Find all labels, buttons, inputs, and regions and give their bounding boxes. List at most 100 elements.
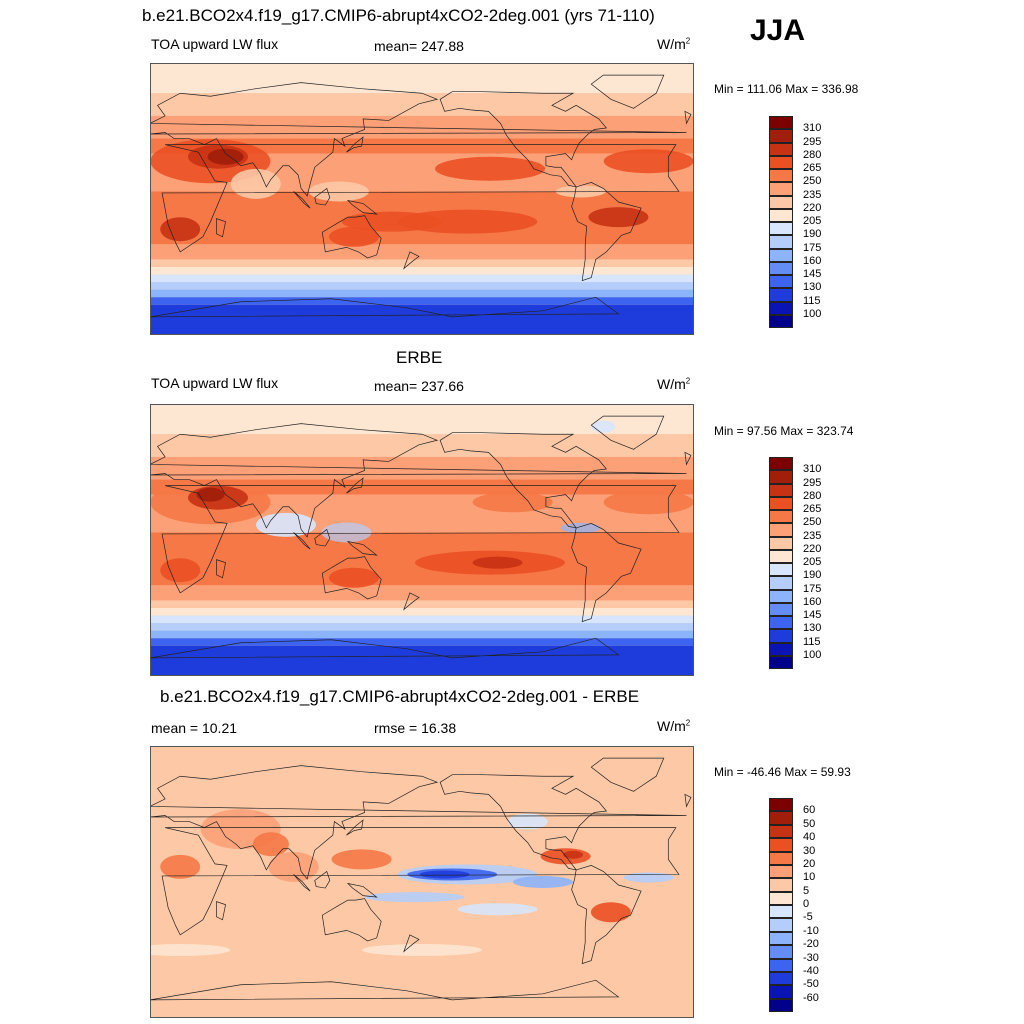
colorbar-tick-label: 235	[803, 188, 822, 201]
colorbar-tick-label: 115	[803, 294, 821, 307]
colorbar-tick-label: 50	[803, 817, 816, 830]
colorbar-swatch	[769, 905, 793, 919]
panel-2-units: W/m2	[657, 376, 691, 392]
panel-3-map	[150, 746, 694, 1018]
colorbar-tick-label: 280	[803, 148, 822, 161]
colorbar-tick-label: 190	[803, 228, 822, 241]
colorbar-swatch	[769, 314, 793, 328]
colorbar-swatch	[769, 851, 793, 865]
colorbar-tick-label: 235	[803, 529, 822, 542]
colorbar-swatch	[769, 629, 793, 643]
colorbar-tick-label: 310	[803, 122, 822, 135]
panel-2-minmax: Min = 97.56 Max = 323.74	[714, 424, 854, 438]
colorbar-tick-label: -40	[803, 964, 819, 977]
colorbar-swatch	[769, 116, 793, 130]
colorbar-tick-label: 145	[803, 609, 822, 621]
colorbar-tick-label: -20	[803, 938, 819, 951]
colorbar-swatch	[769, 549, 793, 563]
colorbar-swatch	[769, 483, 793, 497]
panel-1-map	[150, 63, 694, 335]
colorbar-tick-label: 10	[803, 871, 816, 884]
colorbar-swatch	[769, 838, 793, 852]
colorbar-tick-label: 30	[803, 844, 816, 857]
colorbar-swatch	[769, 958, 793, 972]
colorbar-swatch	[769, 142, 793, 156]
colorbar-swatch	[769, 878, 793, 892]
colorbar-tick-label: 175	[803, 582, 822, 595]
panel-2-left-label: TOA upward LW flux	[151, 375, 279, 391]
panel-1-left-label: TOA upward LW flux	[151, 36, 279, 52]
colorbar-tick-label: -5	[803, 911, 813, 924]
colorbar-swatch	[769, 824, 793, 839]
panel-1-mean-label: mean= 247.88	[374, 38, 464, 54]
panel-2-mean-label: mean= 237.66	[374, 378, 464, 394]
colorbar-tick-label: 175	[803, 241, 822, 254]
colorbar-tick-label: 160	[803, 595, 822, 608]
colorbar-tick-label: 115	[803, 635, 821, 648]
colorbar-tick-label: 250	[803, 175, 822, 188]
colorbar-swatch	[769, 811, 793, 825]
colorbar-swatch	[769, 536, 793, 550]
colorbar-swatch	[769, 589, 793, 603]
colorbar-swatch	[769, 655, 793, 669]
colorbar-swatch	[769, 182, 793, 196]
colorbar-swatch	[769, 642, 793, 656]
colorbar-tick-label: 40	[803, 831, 816, 844]
colorbar-tick-label: 130	[803, 622, 822, 635]
colorbar-swatch	[769, 971, 793, 986]
panel-2-map	[150, 404, 694, 676]
colorbar-swatch	[769, 301, 793, 315]
colorbar-swatch	[769, 864, 793, 879]
colorbar-swatch	[769, 985, 793, 999]
panel-1-units: W/m2	[657, 36, 691, 52]
colorbar-tick-label: 20	[803, 857, 816, 870]
colorbar-swatch	[769, 798, 793, 812]
panel-1-minmax: Min = 111.06 Max = 336.98	[714, 82, 859, 96]
colorbar-tick-label: 5	[803, 884, 810, 897]
colorbar-tick-label: 205	[803, 556, 822, 568]
colorbar-swatch	[769, 496, 793, 510]
panel-3-minmax: Min = -46.46 Max = 59.93	[714, 765, 851, 779]
colorbar-swatch	[769, 563, 793, 577]
colorbar-tick-label: 295	[803, 135, 822, 148]
colorbar-swatch	[769, 918, 793, 932]
colorbar-swatch	[769, 510, 793, 524]
colorbar-tick-label: 265	[803, 162, 822, 174]
colorbar-tick-label: 130	[803, 281, 822, 294]
colorbar-tick-label: 265	[803, 503, 822, 515]
colorbar-tick-label: -30	[803, 951, 819, 964]
colorbar-swatch	[769, 891, 793, 905]
colorbar-tick-label: 250	[803, 516, 822, 529]
panel-3-units: W/m2	[657, 718, 691, 734]
colorbar-swatch	[769, 616, 793, 630]
colorbar-swatch	[769, 457, 793, 471]
colorbar-swatch	[769, 235, 793, 249]
colorbar-swatch	[769, 288, 793, 302]
colorbar-tick-label: 205	[803, 215, 822, 227]
colorbar-swatch	[769, 931, 793, 946]
colorbar-swatch	[769, 945, 793, 959]
colorbar-swatch	[769, 602, 793, 616]
colorbar-tick-label: 0	[803, 898, 810, 910]
panel-1-colorbar: 100 115 130 145 160 175 190 205 220 235 250 265 280 2…	[769, 116, 821, 328]
colorbar-swatch	[769, 261, 793, 275]
colorbar-tick-label: -10	[803, 924, 819, 937]
colorbar-swatch	[769, 155, 793, 169]
colorbar-tick-label: 60	[803, 804, 816, 817]
colorbar-tick-label: 190	[803, 569, 822, 582]
colorbar-swatch	[769, 208, 793, 222]
colorbar-swatch	[769, 169, 793, 183]
colorbar-tick-label: -60	[803, 991, 819, 1004]
colorbar-swatch	[769, 129, 793, 143]
colorbar-swatch	[769, 998, 793, 1012]
panel-1-title: b.e21.BCO2x4.f19_g17.CMIP6-abrupt4xCO2-2…	[142, 6, 655, 25]
panel-2-title: ERBE	[396, 348, 443, 367]
panel-3-mean-label: mean = 10.21	[151, 720, 238, 736]
colorbar-tick-label: 280	[803, 489, 822, 502]
colorbar-swatch	[769, 523, 793, 537]
season-label: JJA	[750, 14, 806, 47]
colorbar-swatch	[769, 576, 793, 590]
colorbar-swatch	[769, 222, 793, 236]
colorbar-swatch	[769, 470, 793, 484]
panel-2-colorbar: 100 115 130 145 160 175 190 205 220 235 250 265 280 2…	[769, 457, 821, 669]
